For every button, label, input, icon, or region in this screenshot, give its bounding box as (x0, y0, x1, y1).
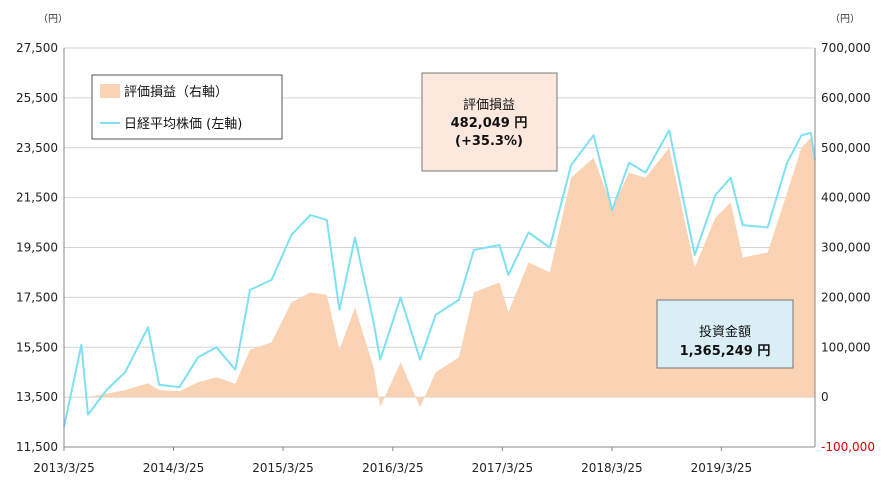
invested-callout-label: 投資金額 (699, 324, 751, 340)
nikkei-line-series (63, 129, 816, 428)
x-tick-label: 2019/3/25 (691, 461, 753, 475)
right-tick-label: 0 (821, 390, 829, 404)
profit-callout-pct: (+35.3%) (455, 134, 523, 149)
profit-callout-box (421, 72, 558, 172)
nikkei-line (63, 129, 816, 428)
left-tick-label: 19,500 (16, 241, 58, 255)
right-tick-label: 400,000 (821, 191, 871, 205)
profit-callout-value: 482,049 円 (451, 116, 528, 131)
left-tick-label: 13,500 (16, 390, 58, 404)
left-tick-label: 27,500 (16, 41, 58, 55)
left-tick-label: 17,500 (16, 290, 58, 304)
legend-swatch-profit (100, 84, 120, 98)
right-tick-label: -100,000 (821, 440, 875, 454)
right-axis-unit: （円） (830, 13, 860, 25)
right-tick-label: 100,000 (821, 340, 871, 354)
profit-area (64, 137, 815, 408)
left-tick-label: 21,500 (16, 191, 58, 205)
legend-label-profit: 評価損益（右軸） (124, 85, 228, 100)
legend: 評価損益（右軸） 日経平均株価 (左軸) (91, 74, 283, 140)
invested-callout: 投資金額 1,365,249 円 (656, 299, 794, 369)
axes: 11,500 -100,000 13,500 0 15,500 100,000 17,500… (16, 41, 875, 475)
legend-label-nikkei: 日経平均株価 (左軸) (124, 117, 242, 132)
profit-area-series (64, 137, 815, 408)
profit-callout-label: 評価損益 (463, 98, 515, 113)
right-tick-label: 700,000 (821, 41, 871, 55)
left-tick-label: 23,500 (16, 141, 58, 155)
right-tick-label: 300,000 (821, 241, 871, 255)
left-tick-label: 11,500 (16, 440, 58, 454)
profit-callout: 評価損益 482,049 円 (+35.3%) (421, 72, 558, 172)
left-axis-unit: （円） (38, 13, 68, 25)
left-tick-label: 15,500 (16, 340, 58, 354)
right-tick-label: 600,000 (821, 91, 871, 105)
x-tick-label: 2015/3/25 (252, 461, 314, 475)
x-tick-label: 2016/3/25 (362, 461, 424, 475)
legend-box (91, 74, 283, 140)
right-tick-label: 500,000 (821, 141, 871, 155)
x-tick-label: 2013/3/25 (33, 461, 95, 475)
invested-callout-box (656, 299, 794, 369)
invested-callout-value: 1,365,249 円 (680, 344, 771, 359)
x-tick-label: 2014/3/25 (143, 461, 205, 475)
left-tick-label: 25,500 (16, 91, 58, 105)
x-tick-label: 2017/3/25 (472, 461, 534, 475)
x-tick-label: 2018/3/25 (581, 461, 643, 475)
right-tick-label: 200,000 (821, 290, 871, 304)
